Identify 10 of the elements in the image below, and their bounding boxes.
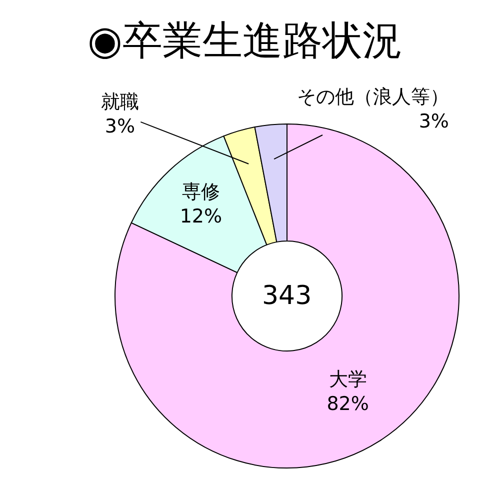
slice-label: 大学 bbox=[328, 368, 367, 390]
slice-label: 就職 bbox=[101, 91, 139, 113]
data-label: 3% bbox=[104, 116, 136, 138]
data-label: 12% bbox=[180, 206, 222, 228]
slice-label: その他（浪人等） bbox=[297, 86, 449, 108]
data-label: 3% bbox=[418, 110, 449, 133]
slice-label: 専修 bbox=[182, 181, 220, 204]
text: 343 bbox=[262, 281, 312, 311]
chart-title: ◉卒業生進路状況 bbox=[88, 18, 402, 64]
data-label: 82% bbox=[326, 393, 369, 416]
